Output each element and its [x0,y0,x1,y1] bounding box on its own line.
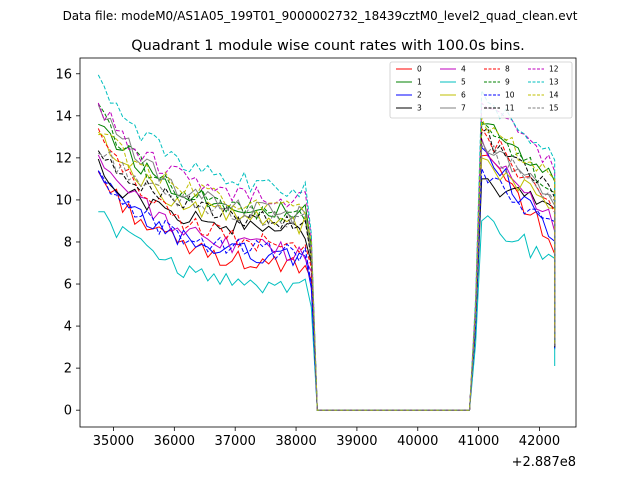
series-layer [97,74,556,411]
legend-box [389,61,573,119]
series-line-5 [98,211,556,411]
series-line-2 [97,146,556,411]
series-line-6 [97,131,556,411]
series-line-12 [97,102,556,411]
chart-suptitle: Data file: modeM0/AS1A05_199T01_90000027… [63,9,578,23]
legend-label: 1 [417,78,422,87]
legend-label: 3 [417,104,422,113]
series-line-14 [98,117,556,411]
series-line-1 [98,123,556,411]
x-tick-label: 42000 [519,434,560,449]
y-axis: 0 2 4 6 8 10 12 14 16 [55,67,80,419]
legend-label: 12 [549,65,559,74]
legend-label: 0 [417,65,422,74]
y-tick-label: 2 [64,362,72,377]
y-tick-label: 16 [55,67,72,82]
x-tick-label: 41000 [458,434,499,449]
x-offset-label: +2.887e8 [512,455,576,470]
series-line-3 [97,158,556,411]
y-tick-label: 8 [64,235,72,250]
series-line-15 [98,143,556,411]
legend-label: 8 [505,65,510,74]
legend-label: 2 [417,91,422,100]
y-tick-label: 6 [64,278,72,293]
series-line-11 [97,127,556,411]
plot-frame [79,57,577,428]
y-tick-label: 14 [55,109,72,124]
legend-label: 4 [461,65,466,74]
chart-title: Quadrant 1 module wise count rates with … [131,38,525,54]
legend-label: 6 [461,91,466,100]
legend-label: 9 [505,78,510,87]
x-axis: 35000 36000 37000 38000 39000 40000 41000 42000 [93,427,560,449]
series-line-8 [97,126,556,411]
x-tick-label: 39000 [336,434,377,449]
legend-label: 13 [549,78,559,87]
y-tick-label: 12 [55,151,72,166]
legend-label: 14 [549,91,559,100]
x-tick-label: 38000 [275,434,316,449]
legend-label: 10 [505,91,515,100]
y-tick-label: 10 [55,193,72,208]
series-line-10 [97,168,556,411]
series-line-4 [97,138,556,411]
legend-label: 7 [461,104,466,113]
y-tick-label: 4 [64,320,72,335]
series-line-0 [97,154,556,411]
x-tick-label: 37000 [215,434,256,449]
legend-label: 5 [461,78,466,87]
x-tick-label: 40000 [397,434,438,449]
legend-label: 15 [549,104,559,113]
y-tick-label: 0 [64,404,72,419]
x-tick-label: 35000 [93,434,134,449]
x-tick-label: 36000 [154,434,195,449]
legend-label: 11 [505,104,515,113]
